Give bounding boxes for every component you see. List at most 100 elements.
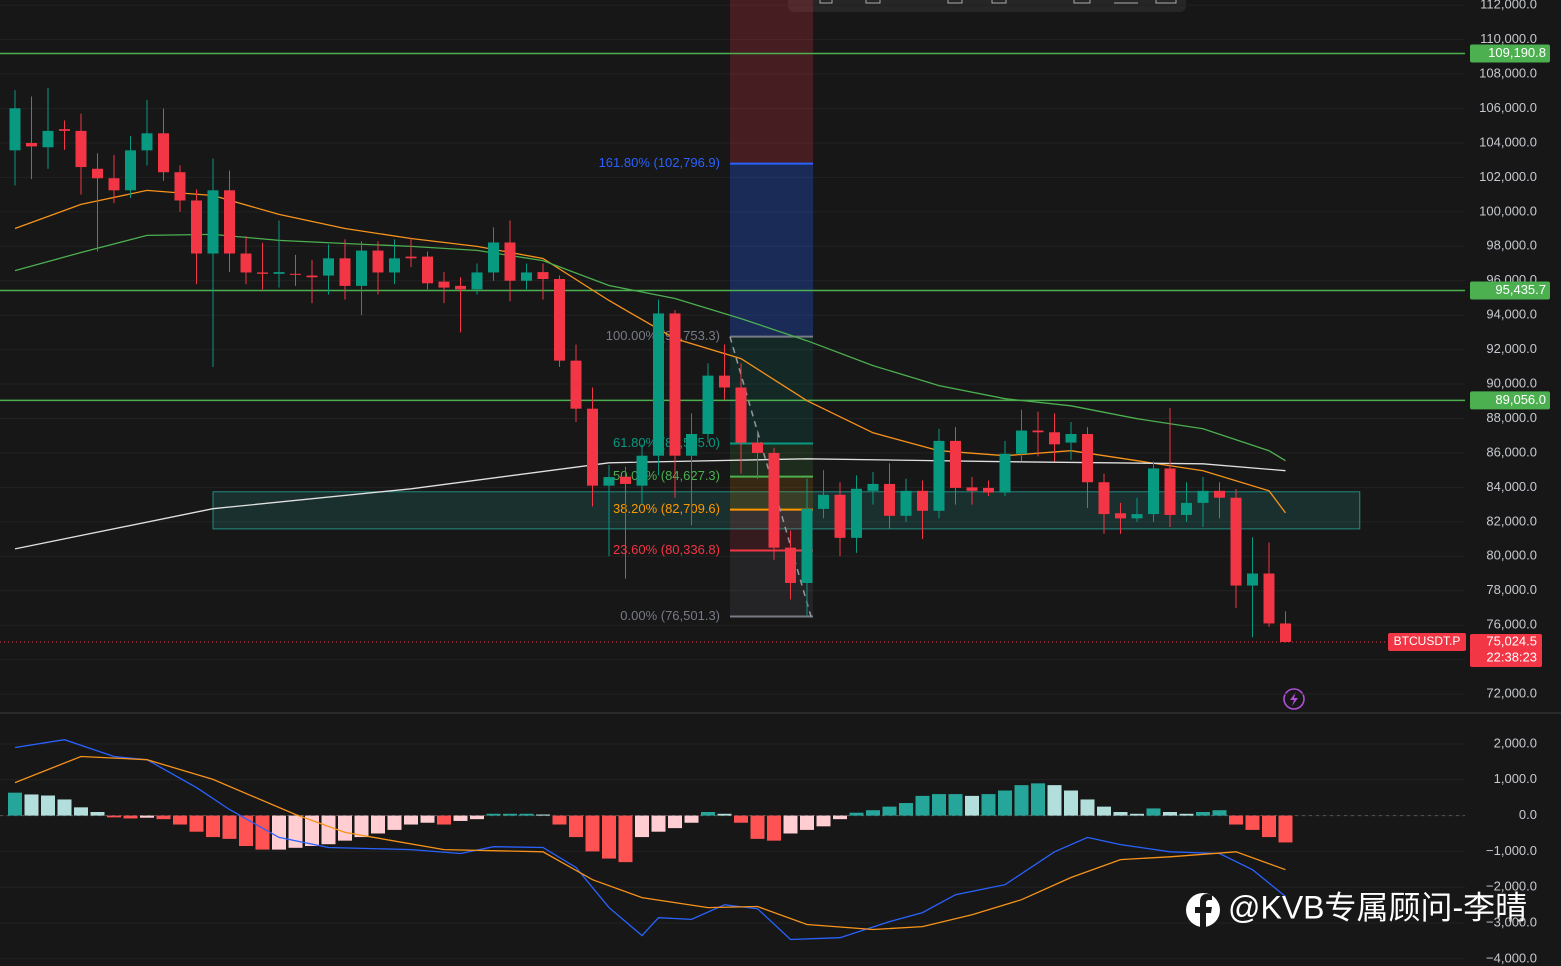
y-tick-label: 84,000.0 bbox=[1486, 479, 1537, 494]
histogram-bar bbox=[173, 815, 187, 825]
y-tick-label: 102,000.0 bbox=[1479, 169, 1537, 184]
candle-body bbox=[867, 483, 879, 491]
candle-body bbox=[801, 508, 813, 583]
alert-icon[interactable] bbox=[1283, 688, 1305, 710]
candle-body bbox=[917, 490, 928, 511]
y-tick-label: 110,000.0 bbox=[1480, 31, 1537, 46]
candle-body bbox=[752, 442, 763, 453]
macd-line bbox=[14, 755, 1286, 931]
histogram-bar bbox=[453, 815, 468, 821]
histogram-bar bbox=[635, 815, 649, 838]
fib-label: 161.80% (102,796.9) bbox=[599, 155, 720, 170]
histogram-bar bbox=[1229, 815, 1243, 825]
histogram-bar bbox=[915, 795, 930, 816]
level-label: 109,190.8 bbox=[1488, 45, 1546, 60]
fib-band bbox=[730, 163, 813, 337]
y-tick-label: 92,000.0 bbox=[1486, 341, 1537, 356]
y-tick-label: 0.0 bbox=[1519, 807, 1537, 822]
histogram-bar bbox=[536, 814, 550, 816]
y-tick-label: 100,000.0 bbox=[1479, 203, 1537, 218]
histogram-bar bbox=[8, 792, 22, 816]
symbol-label: BTCUSDT.P bbox=[1394, 634, 1461, 648]
histogram-bar bbox=[882, 806, 897, 816]
histogram-bar bbox=[437, 815, 451, 825]
candle-body bbox=[603, 477, 615, 486]
histogram-bar bbox=[486, 813, 501, 816]
y-tick-label: 98,000.0 bbox=[1486, 238, 1537, 253]
histogram-bar bbox=[41, 795, 55, 816]
y-tick-label: −1,000.0 bbox=[1486, 843, 1537, 858]
level-tag bbox=[1470, 44, 1550, 63]
y-tick-label: 108,000.0 bbox=[1479, 65, 1537, 80]
histogram-bar bbox=[1163, 812, 1177, 816]
candle-body bbox=[537, 272, 549, 279]
candle-body bbox=[1082, 434, 1093, 483]
histogram-bar bbox=[305, 815, 319, 847]
histogram-bar bbox=[1146, 808, 1161, 816]
candle-body bbox=[950, 440, 961, 488]
candle-body bbox=[323, 258, 334, 276]
candle-body bbox=[570, 360, 582, 409]
candle-body bbox=[504, 242, 516, 281]
histogram-bar bbox=[470, 815, 484, 820]
candle-body bbox=[125, 150, 136, 191]
toolbar bbox=[788, 0, 1186, 12]
candle-body bbox=[587, 408, 598, 486]
candle-body bbox=[372, 250, 384, 273]
histogram-bar bbox=[1179, 813, 1194, 816]
plot-layer: 161.80% (102,796.9)100.00% (92,753.3)61.… bbox=[0, 0, 1465, 960]
candle-body bbox=[554, 279, 565, 361]
candle-body bbox=[422, 256, 433, 284]
histogram-bar bbox=[1130, 813, 1144, 816]
candle-body bbox=[405, 256, 417, 259]
histogram-bar bbox=[24, 794, 39, 816]
y-tick-label: 112,000.0 bbox=[1480, 0, 1537, 12]
level-label: 89,056.0 bbox=[1495, 392, 1546, 407]
histogram-bar bbox=[140, 815, 154, 818]
histogram-bar bbox=[1245, 815, 1260, 830]
candle-body bbox=[1131, 514, 1143, 519]
candle-body bbox=[257, 272, 268, 274]
histogram-bar bbox=[338, 815, 352, 841]
histogram-bar bbox=[651, 815, 666, 832]
candle-body bbox=[653, 313, 664, 456]
histogram-bar bbox=[981, 794, 996, 816]
candle-body bbox=[884, 483, 895, 516]
candle-body bbox=[620, 476, 631, 484]
histogram-bar bbox=[321, 815, 336, 845]
histogram-bar bbox=[57, 799, 72, 816]
y-tick-label: 2,000.0 bbox=[1494, 735, 1537, 750]
histogram-bar bbox=[1212, 810, 1227, 816]
candle-body bbox=[1115, 513, 1126, 519]
level-tag bbox=[1470, 391, 1550, 410]
histogram-bar bbox=[1031, 783, 1045, 816]
watermark-icon bbox=[1186, 893, 1220, 927]
histogram-bar bbox=[420, 815, 435, 823]
fib-band bbox=[730, 550, 813, 617]
candle-body bbox=[389, 258, 400, 273]
histogram-bar bbox=[618, 815, 633, 863]
watermark: @KVB专属顾问-李晴 bbox=[1228, 889, 1527, 925]
candle-body bbox=[26, 142, 37, 147]
histogram-bar bbox=[866, 810, 880, 816]
histogram-bar bbox=[684, 815, 699, 823]
y-tick-label: 90,000.0 bbox=[1486, 375, 1537, 390]
candle-body bbox=[1280, 623, 1291, 642]
last-price-label: 75,024.5 bbox=[1486, 633, 1537, 648]
y-tick-label: 88,000.0 bbox=[1486, 410, 1537, 425]
y-tick-label: 76,000.0 bbox=[1486, 617, 1537, 632]
candle-body bbox=[735, 387, 747, 443]
fib-label: 38.20% (82,709.6) bbox=[613, 501, 720, 516]
candle-body bbox=[785, 547, 796, 583]
candle-body bbox=[141, 133, 153, 151]
y-tick-label: 106,000.0 bbox=[1479, 100, 1537, 115]
candle-body bbox=[273, 272, 285, 274]
histogram-bar bbox=[206, 815, 220, 838]
y-tick-label: −3,000.0 bbox=[1486, 914, 1537, 929]
histogram-bar bbox=[1196, 812, 1210, 816]
y-tick-label: −4,000.0 bbox=[1486, 950, 1537, 965]
candle-body bbox=[75, 130, 87, 168]
y-tick-label: 104,000.0 bbox=[1479, 134, 1537, 149]
y-tick-label: 86,000.0 bbox=[1486, 444, 1537, 459]
